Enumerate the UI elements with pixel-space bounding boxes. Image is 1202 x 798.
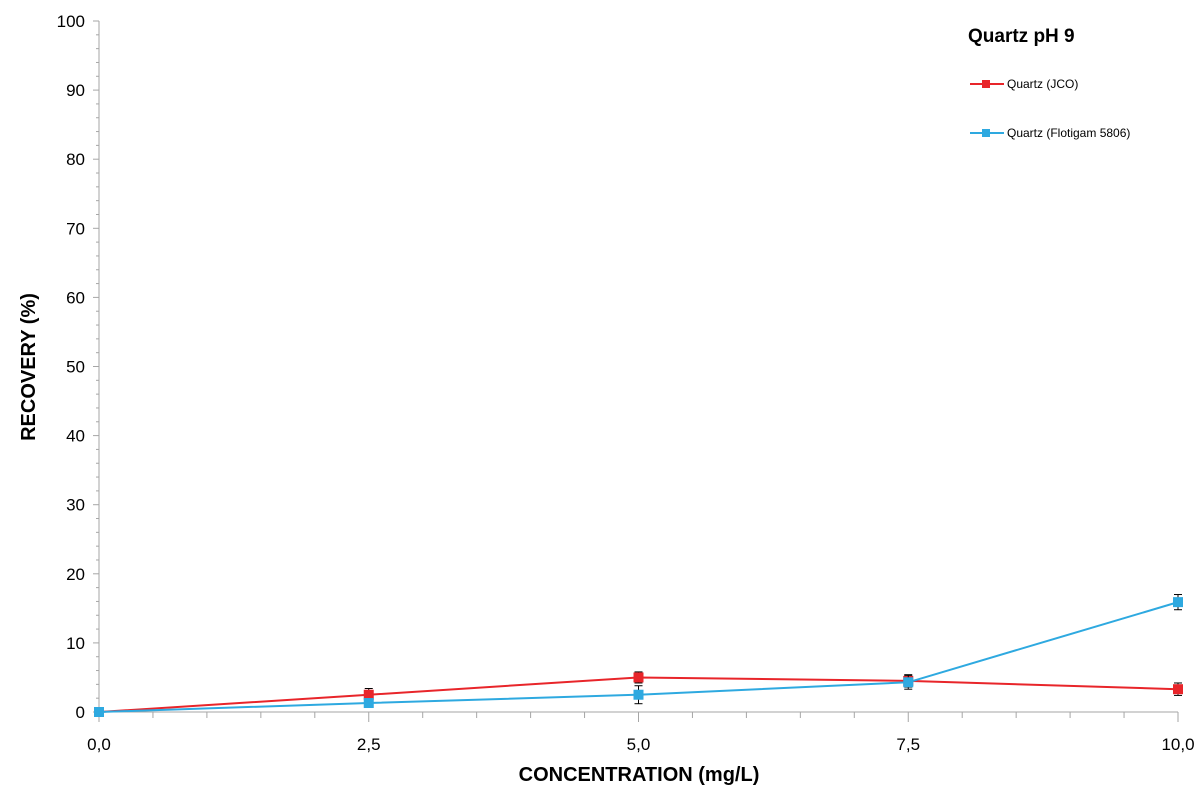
- y-tick-label: 40: [66, 427, 85, 446]
- x-tick-label: 0,0: [87, 735, 111, 754]
- legend-marker: [982, 80, 990, 88]
- ticks: 0 10 20 30 40 50 60 70 80 90 100 0,0 2,5 5,0 7,5 10,0: [57, 12, 1195, 754]
- data-point: [1173, 597, 1183, 608]
- data-point: [903, 677, 914, 688]
- axes: [98, 21, 1178, 713]
- y-tick-label: 30: [66, 496, 85, 515]
- y-tick-label: 50: [66, 358, 85, 377]
- y-tick-label: 90: [66, 81, 85, 100]
- x-axis-title: CONCENTRATION (mg/L): [519, 764, 760, 786]
- y-tick-label: 20: [66, 565, 85, 584]
- data-point: [633, 672, 644, 683]
- y-axis-title: RECOVERY (%): [18, 293, 40, 441]
- legend-marker: [982, 129, 990, 137]
- y-tick-label: 100: [57, 12, 85, 31]
- legend-entry-1: Quartz (JCO): [970, 77, 1078, 91]
- x-tick-label: 10,0: [1161, 735, 1194, 754]
- y-tick-label: 0: [76, 703, 85, 722]
- y-tick-label: 80: [66, 150, 85, 169]
- legend-label: Quartz (JCO): [1007, 77, 1078, 91]
- chart-title: Quartz pH 9: [968, 26, 1075, 47]
- data-point: [94, 707, 104, 717]
- data-point: [1173, 684, 1183, 695]
- y-tick-label: 60: [66, 288, 85, 307]
- x-tick-label: 5,0: [627, 735, 651, 754]
- series-layer: [94, 594, 1183, 717]
- y-tick-label: 10: [66, 634, 85, 653]
- legend: Quartz (JCO) Quartz (Flotigam 5806): [970, 77, 1130, 140]
- y-tick-label: 70: [66, 219, 85, 238]
- x-tick-label: 7,5: [896, 735, 920, 754]
- legend-label: Quartz (Flotigam 5806): [1007, 126, 1130, 140]
- x-tick-label: 2,5: [357, 735, 381, 754]
- legend-entry-2: Quartz (Flotigam 5806): [970, 126, 1130, 140]
- data-point: [363, 698, 374, 709]
- data-point: [363, 689, 374, 700]
- data-point: [633, 689, 644, 700]
- series-2: [94, 594, 1183, 717]
